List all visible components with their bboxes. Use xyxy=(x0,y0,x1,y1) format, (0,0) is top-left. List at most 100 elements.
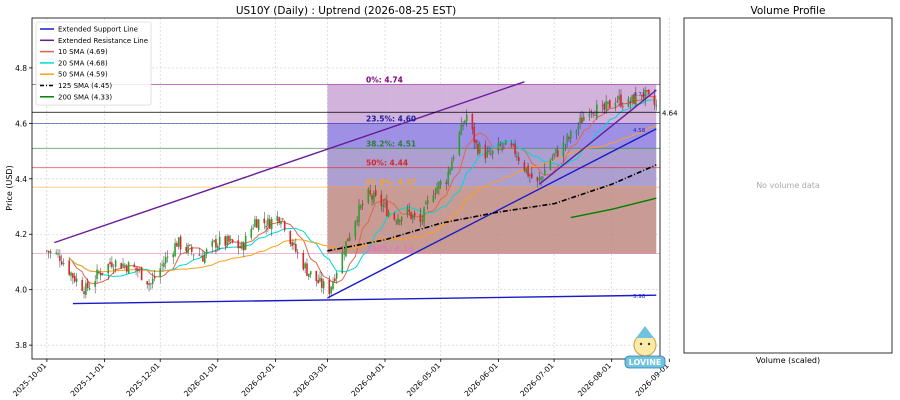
candle-body xyxy=(570,130,572,139)
candle-body xyxy=(161,264,163,266)
candle-body xyxy=(189,244,191,246)
candle-body xyxy=(55,252,57,254)
candle-body xyxy=(603,103,606,110)
candle-body xyxy=(614,102,617,107)
candle-body xyxy=(252,227,254,229)
fibonacci-retracement xyxy=(32,84,660,255)
candle-body xyxy=(241,242,243,249)
candle-body xyxy=(68,260,70,275)
candle-body xyxy=(319,277,321,282)
candle-body xyxy=(295,244,297,252)
candle-body xyxy=(425,202,427,205)
candle-body xyxy=(419,214,422,223)
candle-body xyxy=(499,144,502,146)
volume-chart-title: Volume Profile xyxy=(750,5,825,17)
fib-band xyxy=(327,84,657,124)
candle-body xyxy=(369,190,371,195)
candle-body xyxy=(137,268,139,271)
candle-body xyxy=(413,212,416,216)
mascot-banner xyxy=(624,355,666,369)
candle-body xyxy=(226,236,228,246)
candle-body xyxy=(98,272,100,273)
price-plot-frame xyxy=(31,17,661,360)
legend-label: 200 SMA (4.33) xyxy=(58,93,112,101)
candle-body xyxy=(57,253,59,255)
candle-body xyxy=(332,281,334,289)
x-tick-label: 2026-05-01 xyxy=(405,361,442,398)
candle-body xyxy=(421,219,423,221)
candle-body xyxy=(133,264,135,267)
candle-body xyxy=(166,256,169,258)
candle-body xyxy=(642,93,645,98)
volume-x-axis-label: Volume (scaled) xyxy=(756,356,820,365)
candle-body xyxy=(497,142,500,152)
candle-body xyxy=(447,171,449,184)
candle-body xyxy=(159,268,162,278)
candle-body xyxy=(341,251,344,274)
candle-body xyxy=(458,132,461,156)
candle-body xyxy=(140,267,143,281)
price-chart: 0%: 4.74 23.5%: 4.60 38.2%: 4.51 50%: 4.44 6… xyxy=(5,5,678,398)
candle-body xyxy=(228,235,230,242)
x-tick-label: 2026-06-01 xyxy=(463,361,500,398)
candle-body xyxy=(213,240,215,242)
candle-body xyxy=(216,245,219,249)
x-tick-label: 2026-08-01 xyxy=(576,361,613,398)
legend-label: 20 SMA (4.68) xyxy=(58,59,108,67)
fib-band xyxy=(327,187,657,254)
candle-body xyxy=(655,104,658,107)
candle-body xyxy=(124,264,126,267)
candle-body xyxy=(330,286,332,294)
series-line xyxy=(570,197,657,219)
candle-body xyxy=(609,100,611,108)
candle-body xyxy=(517,157,520,162)
candle-body xyxy=(629,101,632,104)
legend-label: 50 SMA (4.59) xyxy=(58,71,108,79)
candle-body xyxy=(146,281,148,285)
volume-profile-chart: Volume Profile No volume data Volume (sc… xyxy=(683,5,893,365)
y-tick-label: 4.6 xyxy=(15,119,27,128)
candle-body xyxy=(254,219,256,228)
candle-body xyxy=(153,276,156,279)
x-tick-label: 2025-11-01 xyxy=(69,361,106,398)
candle-body xyxy=(382,204,384,208)
candle-body xyxy=(478,143,481,154)
candle-body xyxy=(460,123,462,135)
candle-body xyxy=(588,113,591,117)
candle-body xyxy=(211,241,214,247)
candle-body xyxy=(387,212,390,217)
candle-body xyxy=(125,265,128,272)
candle-body xyxy=(540,176,542,180)
line-end-label: 3.98 xyxy=(633,294,646,300)
fib-level-label: 61.8%: 4.37 xyxy=(366,178,416,187)
candle-body xyxy=(538,178,541,181)
y-tick-label: 4.8 xyxy=(15,64,27,73)
candle-body xyxy=(335,272,338,279)
candle-body xyxy=(544,169,546,176)
volume-empty-text: No volume data xyxy=(756,181,820,190)
fib-band xyxy=(327,123,657,149)
candlesticks xyxy=(46,86,658,299)
candle-body xyxy=(596,104,598,119)
candle-body xyxy=(631,95,633,102)
candle-body xyxy=(73,275,76,282)
candle-body xyxy=(185,247,188,252)
candle-body xyxy=(46,250,48,252)
candle-body xyxy=(49,251,52,253)
candle-body xyxy=(564,144,567,145)
candle-body xyxy=(653,95,656,105)
x-tick-label: 2025-12-01 xyxy=(124,361,161,398)
candle-body xyxy=(283,221,286,231)
candle-body xyxy=(465,114,468,122)
candle-body xyxy=(148,283,150,286)
candle-body xyxy=(438,181,440,189)
candle-body xyxy=(462,125,464,126)
candle-body xyxy=(579,117,581,124)
candle-body xyxy=(328,279,331,295)
fib-level-label: 100%: 4.13 xyxy=(366,245,413,254)
candle-body xyxy=(218,236,221,246)
candle-body xyxy=(510,143,513,146)
candle-body xyxy=(200,256,202,258)
candle-body xyxy=(302,252,305,270)
